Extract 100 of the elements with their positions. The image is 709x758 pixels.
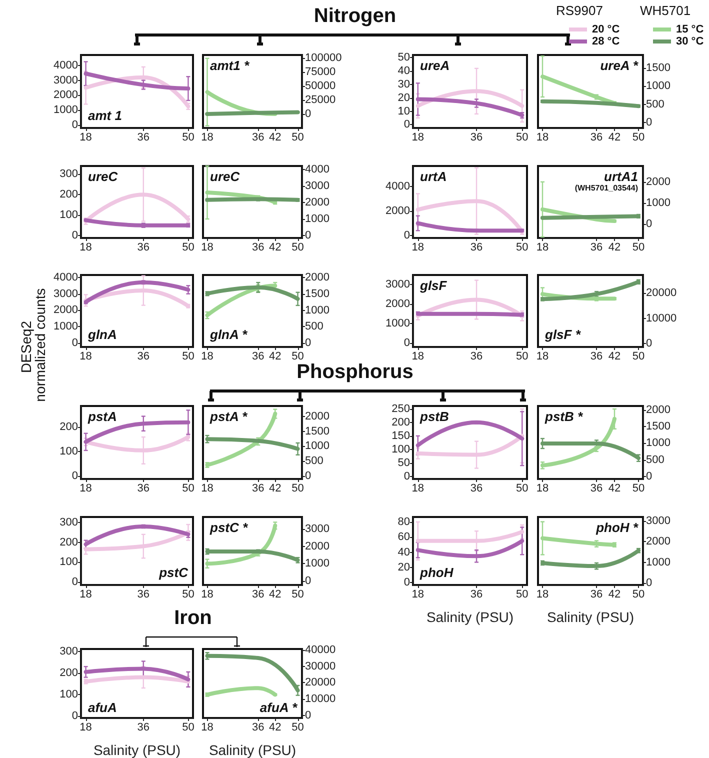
y-tick-label: 1000 (54, 104, 78, 116)
text: (WH5701_03544) (574, 184, 638, 192)
y-tick-label: 2000 (646, 404, 670, 416)
y-tick-label: 0 (72, 576, 78, 588)
y-tick-label: 4000 (54, 271, 78, 284)
y-tick-label: 2000 (54, 89, 78, 102)
chart-title: glsF (419, 278, 448, 293)
chart-title: pstA (87, 409, 117, 424)
x-tick-label: 36 (470, 350, 483, 362)
y-tick-label: 20 (398, 562, 410, 574)
y-tick-label: 0 (404, 470, 410, 482)
x-tick-label: 50 (516, 588, 528, 600)
x-tick-label: 50 (182, 242, 194, 254)
x-tick-label: 36 (137, 242, 150, 254)
x-tick-label: 50 (182, 588, 194, 600)
y-tick-label: 100 (60, 688, 78, 700)
y-tick-label: 0 (646, 218, 652, 230)
x-axis-title: Salinity (PSU) (93, 742, 181, 758)
y-tick-label: 4000 (305, 163, 330, 176)
y-tick-label: 0 (404, 337, 410, 350)
y-tick-label: 2000 (305, 196, 330, 208)
y-tick-label: 10000 (646, 312, 677, 324)
x-tick-label: 36 (252, 132, 264, 144)
x-tick-label: 36 (470, 588, 483, 600)
y-tick-label: 0 (646, 338, 652, 350)
y-tick-label: 75000 (305, 66, 336, 78)
chart-title: pstC * (209, 520, 248, 535)
y-tick-label: 1000 (646, 197, 670, 210)
x-tick-label: 36 (590, 482, 603, 494)
x-tick-label: 36 (137, 482, 150, 494)
x-tick-label: 36 (470, 482, 483, 494)
y-tick-label: 200 (60, 667, 78, 679)
y-tick-label: 0 (72, 119, 78, 132)
x-tick-label: 42 (608, 350, 621, 362)
y-tick-label: 3000 (305, 523, 330, 536)
y-tick-label: 50000 (305, 80, 336, 92)
text: pstC (158, 565, 189, 580)
text: glnA * (209, 327, 248, 342)
y-tick-label: 300 (60, 646, 78, 658)
y-tick-label: 1000 (646, 80, 670, 92)
chart-title: urtA (420, 169, 447, 184)
y-tick-label: 100 (392, 443, 410, 456)
y-tick-label: 0 (646, 470, 652, 482)
x-tick-label: 18 (80, 722, 92, 734)
x-tick-label: 50 (632, 350, 645, 362)
x-tick-label: 42 (608, 242, 621, 254)
x-tick-label: 36 (590, 132, 603, 144)
y-tick-label: 0 (72, 230, 78, 242)
y-tick-label: 3000 (54, 288, 78, 300)
x-tick-label: 50 (632, 588, 645, 600)
x-tick-label: 36 (470, 132, 483, 144)
legend-label: 28 °C (592, 36, 620, 48)
chart-title: amt1 * (210, 58, 250, 73)
x-tick-label: 50 (182, 722, 194, 734)
y-tick-label: 500 (646, 454, 664, 466)
y-tick-label: 100 (60, 556, 78, 568)
x-axis-title: Salinity (PSU) (208, 742, 296, 758)
y-tick-label: 3000 (646, 515, 670, 528)
chart-title: ureA * (600, 58, 639, 73)
y-tick-label: 30 (398, 78, 410, 90)
x-tick-label: 36 (252, 482, 264, 494)
y-tick-label: 300 (60, 168, 78, 180)
x-axis-title: Salinity (PSU) (546, 609, 634, 625)
y-tick-label: 1000 (386, 318, 410, 330)
x-tick-label: 50 (182, 132, 194, 144)
x-tick-label: 50 (516, 132, 528, 144)
y-tick-label: 100 (60, 446, 78, 458)
x-tick-label: 18 (536, 132, 549, 144)
y-tick-label: 250 (392, 402, 410, 415)
y-tick-label: 500 (305, 320, 324, 333)
x-tick-label: 42 (269, 482, 282, 494)
y-tick-label: 25000 (305, 94, 336, 106)
y-tick-label: 2000 (386, 298, 410, 310)
y-tick-label: 1500 (305, 288, 330, 300)
x-tick-label: 42 (608, 482, 621, 494)
x-axis-title: Salinity (PSU) (426, 609, 514, 625)
y-tick-label: 30000 (305, 660, 336, 672)
y-tick-label: 100 (60, 209, 78, 222)
y-tick-label: 0 (646, 576, 652, 589)
y-tick-label: 2000 (646, 176, 670, 188)
x-tick-label: 18 (201, 242, 214, 254)
legend-label: 20 °C (592, 24, 620, 36)
y-tick-label: 1500 (305, 425, 330, 438)
y-tick-label: 150 (392, 430, 410, 442)
x-tick-label: 18 (80, 482, 92, 494)
y-tick-label: 40 (398, 65, 410, 78)
x-tick-label: 50 (182, 350, 194, 362)
y-tick-label: 0 (305, 710, 312, 722)
x-tick-label: 42 (269, 132, 282, 144)
y-tick-label: 2000 (305, 540, 330, 552)
x-tick-label: 36 (137, 350, 150, 362)
y-tick-label: 0 (404, 576, 410, 589)
x-tick-label: 36 (590, 350, 603, 362)
chart-title: pstB * (544, 409, 584, 424)
chart-title: phoH * (595, 520, 639, 535)
y-tick-label: 2000 (386, 204, 410, 217)
chart-title: ureA (420, 58, 450, 73)
x-tick-label: 36 (252, 722, 264, 734)
y-tick-label: 1500 (646, 62, 670, 74)
y-tick-label: 0 (72, 470, 78, 482)
